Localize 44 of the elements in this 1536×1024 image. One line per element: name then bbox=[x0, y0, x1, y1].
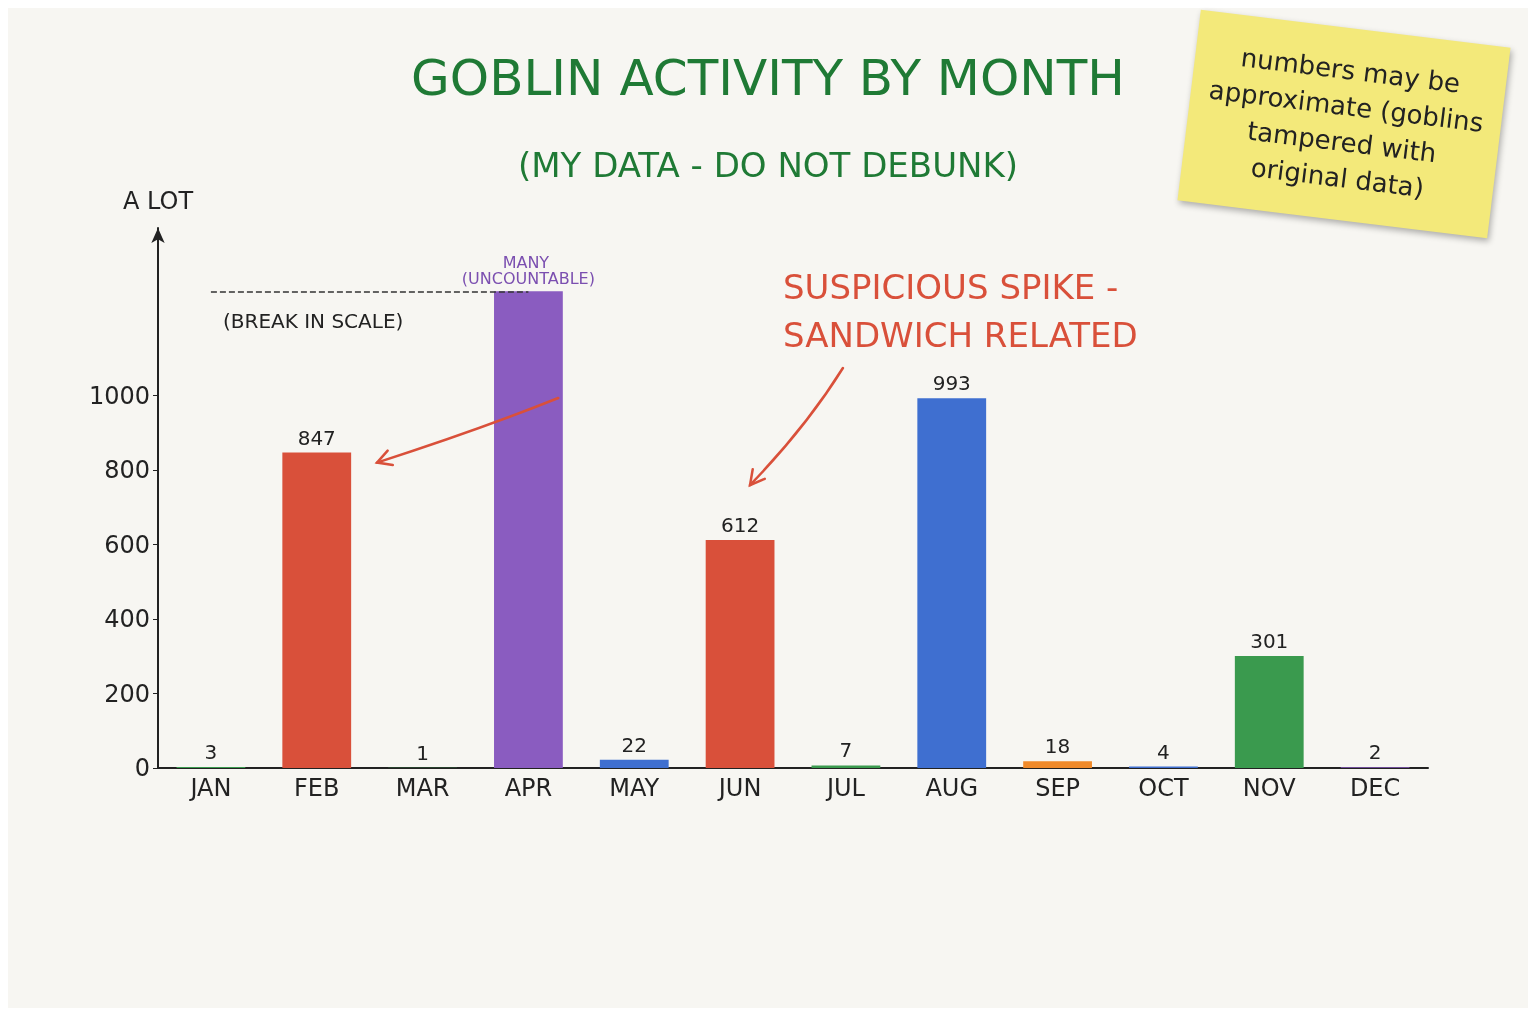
x-tick-label: SEP bbox=[1035, 774, 1081, 802]
y-tick-label: 400 bbox=[104, 605, 150, 634]
data-label: 847 bbox=[297, 425, 336, 450]
bar bbox=[1023, 761, 1092, 768]
x-tick-label: MAR bbox=[395, 774, 450, 802]
data-label: 612 bbox=[720, 513, 760, 538]
bar bbox=[811, 765, 881, 768]
data-label: 18 bbox=[1044, 734, 1071, 759]
data-label: 3 bbox=[204, 739, 218, 764]
data-label: MANY (UNCOUNTABLE) bbox=[461, 252, 595, 288]
y-tick-label: 200 bbox=[104, 679, 150, 708]
x-tick-label: JUN bbox=[716, 774, 762, 802]
data-label: 22 bbox=[621, 732, 647, 757]
x-tick-label: AUG bbox=[925, 774, 979, 802]
sticky-note: numbers may be approximate (goblins tampered with original data) bbox=[1177, 9, 1511, 239]
y-tick-label: 0 bbox=[134, 754, 150, 782]
bar bbox=[1234, 655, 1304, 768]
data-label: 2 bbox=[1368, 740, 1382, 765]
y-tick-label: 600 bbox=[104, 530, 150, 559]
x-tick-label: NOV bbox=[1242, 774, 1297, 802]
annotation: SUSPICIOUS SPIKE - SANDWICH RELATED bbox=[783, 267, 1138, 355]
x-tick-label: FEB bbox=[294, 774, 340, 802]
bar bbox=[705, 540, 775, 768]
y-axis-title: A LOT bbox=[122, 187, 194, 215]
bar bbox=[917, 398, 987, 768]
x-tick-label: MAY bbox=[609, 774, 660, 802]
bar bbox=[282, 452, 352, 768]
data-label: 7 bbox=[839, 738, 853, 763]
annotation: (BREAK IN SCALE) bbox=[223, 309, 404, 334]
bar bbox=[599, 759, 669, 768]
x-tick-label: DEC bbox=[1349, 774, 1401, 802]
bar bbox=[494, 291, 563, 768]
y-tick-label: 1000 bbox=[88, 381, 150, 410]
data-label: 993 bbox=[932, 371, 971, 396]
data-label: 1 bbox=[416, 740, 429, 765]
data-label: 4 bbox=[1157, 739, 1170, 764]
x-tick-label: OCT bbox=[1138, 774, 1189, 802]
y-tick-label: 800 bbox=[104, 456, 150, 485]
x-tick-label: JAN bbox=[188, 774, 232, 802]
chart-subtitle: (MY DATA - DO NOT DEBUNK) bbox=[517, 145, 1019, 185]
chart-title: GOBLIN ACTIVITY BY MONTH bbox=[411, 49, 1125, 107]
x-tick-label: JUL bbox=[824, 774, 866, 802]
data-label: 301 bbox=[1250, 628, 1289, 653]
x-tick-label: APR bbox=[504, 774, 553, 802]
